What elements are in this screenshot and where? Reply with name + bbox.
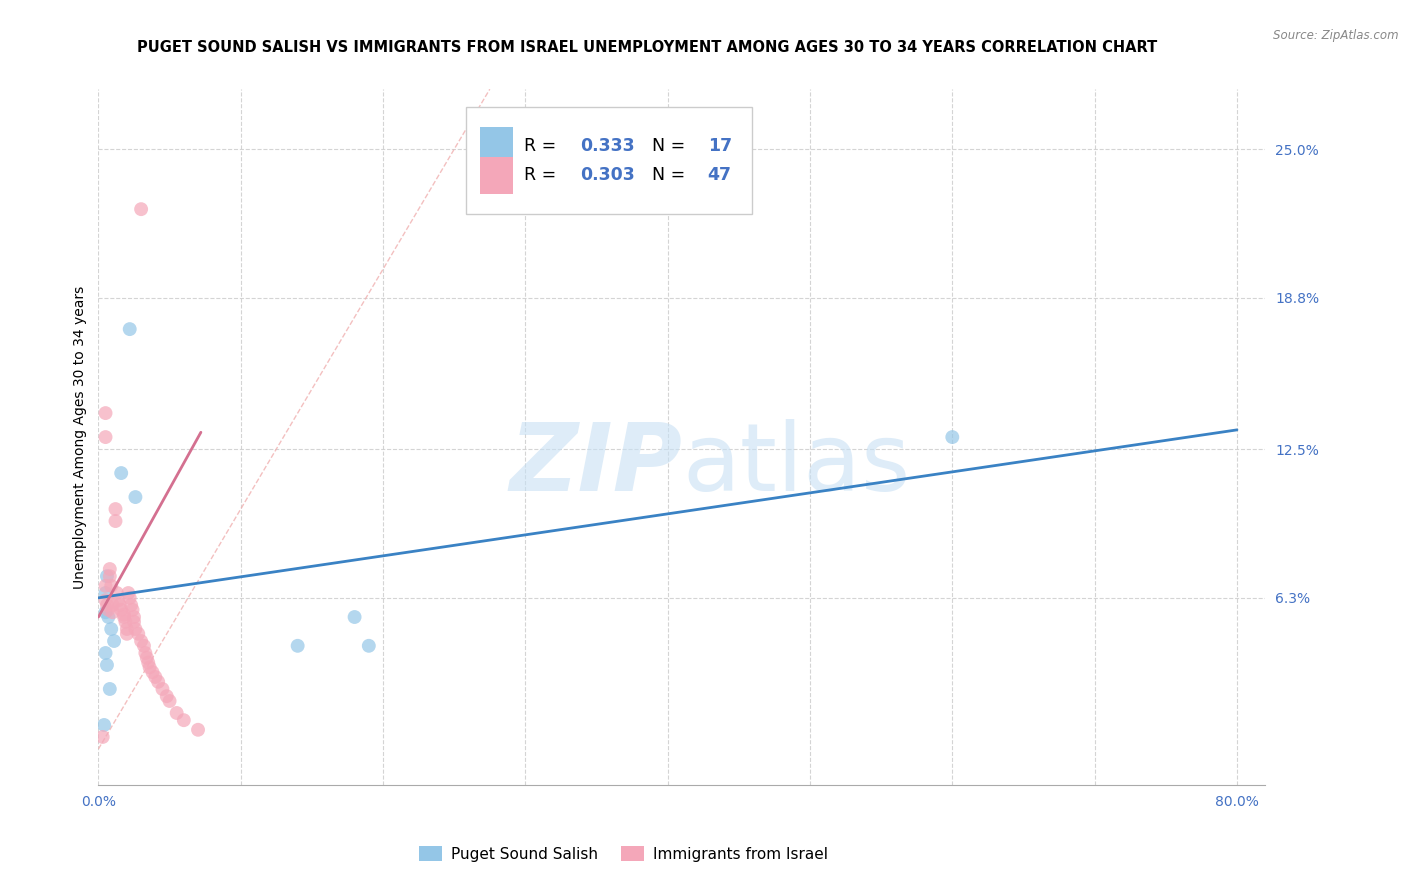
Point (105, 586, 128, 600)
Point (100, 622, 122, 636)
Text: PUGET SOUND SALISH VS IMMIGRANTS FROM ISRAEL UNEMPLOYMENT AMONG AGES 30 TO 34 YE: PUGET SOUND SALISH VS IMMIGRANTS FROM IS… (136, 40, 1157, 55)
Point (94, 430, 117, 444)
Point (152, 681, 174, 696)
Point (118, 591, 141, 605)
Text: Source: ZipAtlas.com: Source: ZipAtlas.com (1274, 29, 1399, 42)
Point (135, 650, 157, 665)
Point (159, 694, 181, 708)
Point (96, 569, 118, 583)
Point (91, 730, 114, 744)
Point (103, 634, 125, 648)
Point (101, 598, 124, 612)
Point (112, 610, 135, 624)
Text: ZIP: ZIP (509, 419, 682, 511)
Point (357, 639, 380, 653)
Point (104, 514, 127, 528)
Point (143, 670, 166, 684)
Point (115, 622, 138, 636)
Point (132, 639, 155, 653)
Point (110, 603, 132, 617)
Point (115, 627, 138, 641)
Text: 17: 17 (707, 136, 731, 154)
Point (138, 660, 160, 674)
Point (124, 490, 146, 504)
Point (156, 689, 179, 703)
Point (136, 656, 159, 670)
Point (94, 579, 117, 593)
Point (98, 562, 121, 576)
Point (114, 615, 136, 629)
Point (94, 646, 117, 660)
FancyBboxPatch shape (465, 106, 752, 214)
Point (98, 681, 121, 696)
Point (94, 406, 117, 420)
Point (129, 634, 152, 648)
Point (98, 569, 121, 583)
Point (120, 598, 142, 612)
Text: 0.333: 0.333 (581, 136, 636, 154)
Point (104, 502, 127, 516)
Point (187, 723, 209, 737)
Text: N =: N = (641, 167, 690, 185)
Point (166, 706, 188, 720)
Point (97, 603, 120, 617)
Point (124, 622, 146, 636)
Point (110, 466, 132, 480)
Point (127, 627, 149, 641)
Point (148, 674, 170, 689)
Point (94, 593, 117, 607)
Text: 47: 47 (707, 167, 731, 185)
Text: R =: R = (524, 167, 562, 185)
Point (101, 605, 124, 619)
Text: R =: R = (524, 136, 562, 154)
Point (141, 665, 163, 680)
Point (118, 322, 141, 336)
Point (287, 639, 309, 653)
Point (100, 579, 122, 593)
Point (343, 610, 366, 624)
Point (129, 202, 152, 216)
Point (94, 586, 117, 600)
Point (97, 610, 120, 624)
Bar (479, 128, 513, 163)
Point (122, 610, 145, 624)
Point (173, 713, 195, 727)
Text: 0.303: 0.303 (581, 167, 636, 185)
Point (117, 586, 139, 600)
Text: N =: N = (641, 136, 690, 154)
Point (122, 615, 145, 629)
Bar (479, 157, 513, 194)
Point (96, 658, 118, 673)
Point (134, 646, 156, 660)
Point (96, 598, 118, 612)
Point (94, 605, 117, 619)
Point (121, 603, 143, 617)
Legend: Puget Sound Salish, Immigrants from Israel: Puget Sound Salish, Immigrants from Isra… (413, 839, 834, 868)
Point (93, 718, 115, 732)
Point (941, 430, 963, 444)
Y-axis label: Unemployment Among Ages 30 to 34 years: Unemployment Among Ages 30 to 34 years (73, 285, 87, 589)
Text: atlas: atlas (682, 419, 910, 511)
Point (107, 593, 129, 607)
Point (108, 598, 131, 612)
Point (112, 607, 135, 622)
